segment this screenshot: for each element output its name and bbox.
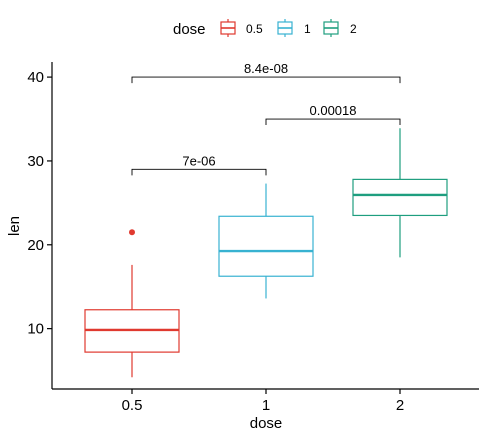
legend-label-2: 2	[350, 22, 357, 36]
box-1	[218, 183, 314, 299]
axes: dose len 10 20 30 40 0.5 1 2	[6, 62, 479, 432]
comparison-0.5-2: 8.4e-08	[131, 61, 401, 84]
comparison-bracket-0.5-2	[131, 76, 401, 84]
comparison-label-1-2: 0.00018	[310, 103, 357, 118]
legend-title: dose	[173, 21, 206, 38]
legend-entry-2: 2	[323, 19, 357, 37]
legend-entry-0.5: 0.5	[220, 19, 263, 37]
comparison-bracket-1-2	[265, 118, 401, 126]
box-body-2	[352, 178, 448, 217]
legend-label-1: 1	[304, 22, 311, 36]
x-tick-label-2: 2	[396, 397, 404, 414]
legend: dose 0.5 1 2	[173, 19, 357, 38]
x-axis-title: dose	[250, 415, 283, 432]
box-0.5	[84, 229, 180, 378]
comparison-label-0.5-1: 7e-06	[182, 153, 215, 168]
comparison-1-2: 0.00018	[265, 103, 401, 126]
y-tick-label-20: 20	[27, 237, 44, 254]
comparison-label-0.5-2: 8.4e-08	[244, 61, 288, 76]
comparison-0.5-1: 7e-06	[131, 153, 267, 176]
box-2	[352, 128, 448, 258]
legend-label-0.5: 0.5	[246, 22, 263, 36]
box-body-1	[218, 215, 314, 277]
y-tick-label-30: 30	[27, 153, 44, 170]
comparison-bracket-0.5-1	[131, 168, 267, 176]
x-tick-label-0.5: 0.5	[122, 397, 143, 414]
y-axis-title: len	[6, 216, 23, 236]
outlier-0.5-0	[129, 229, 135, 236]
y-tick-label-40: 40	[27, 69, 44, 86]
legend-entry-1: 1	[277, 19, 311, 37]
plot-area: 7e-06 0.00018 8.4e-08	[84, 61, 448, 378]
x-tick-label-1: 1	[262, 397, 270, 414]
y-tick-label-10: 10	[27, 321, 44, 338]
